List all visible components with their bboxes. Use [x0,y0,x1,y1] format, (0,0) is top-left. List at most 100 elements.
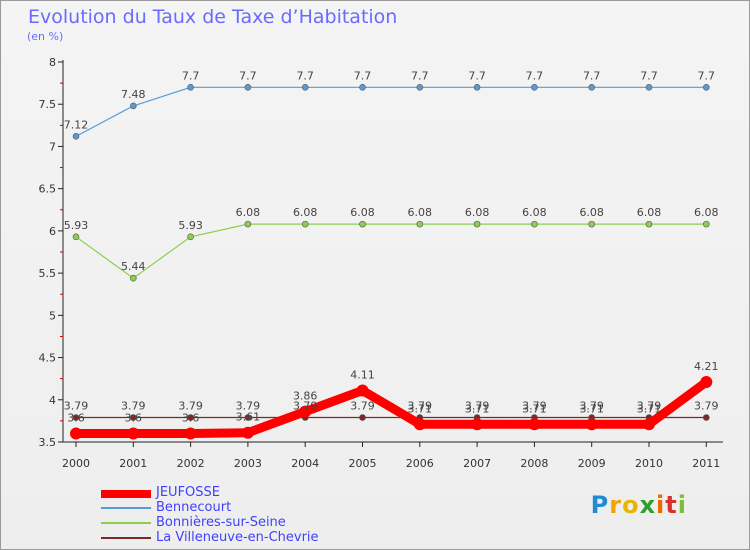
logo-letter: o [622,491,640,519]
data-point [187,84,194,91]
data-label: 3.71 [408,402,433,415]
data-label: 3.71 [522,402,547,415]
data-point [244,414,252,421]
x-tick-label: 2004 [291,457,319,470]
data-label: 3.6 [125,412,143,425]
data-label: 7.7 [526,69,544,82]
data-label: 3.6 [182,412,200,425]
x-tick-label: 2001 [119,457,147,470]
logo-letter: x [639,491,657,519]
data-point [588,220,596,228]
data-point [645,84,653,91]
data-point [473,84,481,91]
data-point [643,418,655,431]
x-tick-label: 2009 [578,457,606,470]
data-label: 7.48 [121,88,146,101]
data-point [187,233,194,241]
data-point [301,84,309,91]
series-line-0 [71,377,711,439]
legend-label: Bennecourt [156,500,232,515]
logo-letter: i [656,491,666,519]
data-label: 3.79 [350,400,375,413]
data-label: 6.08 [350,206,375,219]
data-label: 4.21 [694,360,719,373]
legend-label: Bonnières-sur-Seine [156,515,286,530]
data-label: 3.6 [67,412,85,425]
data-label: 3.79 [408,400,433,413]
data-point [416,84,424,91]
x-tick-label: 2011 [692,457,720,470]
data-point [416,220,424,228]
data-point [531,220,538,228]
data-label: 3.79 [465,400,490,413]
logo-letter: r [609,491,623,519]
data-label: 7.7 [640,69,658,82]
data-label: 3.79 [293,400,318,413]
data-label: 6.08 [236,206,261,219]
data-label: 7.7 [411,69,429,82]
data-label: 7.7 [239,69,257,82]
data-point [645,220,653,228]
logo-letter: t [665,491,678,519]
data-label: 6.08 [522,206,547,219]
y-tick-label: 7 [49,140,56,153]
data-point [356,384,369,397]
data-point [588,84,596,91]
y-tick-label: 4 [49,394,56,407]
line-chart: 3.5 4 4.5 5 5.5 6 6.5 7 7.5 8 2000 2001 2002 2003 2004… [39,56,723,470]
data-label: 7.7 [468,69,486,82]
x-tick-label: 2006 [406,457,434,470]
y-tick-label: 3.5 [39,436,57,449]
data-label: 7.7 [182,69,200,82]
data-label: 7.7 [583,69,601,82]
data-label: 5.44 [121,260,146,273]
legend-label: La Villeneuve-en-Chevrie [156,530,319,545]
legend-swatch [101,507,151,509]
x-tick-label: 2008 [520,457,548,470]
data-point [471,418,484,431]
y-tick-label: 5 [49,309,56,322]
data-point [700,376,713,389]
data-point [585,418,598,431]
y-tick-label: 8 [49,56,56,69]
y-tick-label: 6.5 [39,183,57,196]
data-point [413,418,426,431]
data-point [528,418,541,431]
data-label: 6.08 [408,206,433,219]
x-tick-label: 2003 [234,457,262,470]
data-point [187,414,194,421]
x-tick-label: 2000 [62,457,90,470]
data-point [72,414,80,421]
data-label: 3.79 [121,400,146,413]
logo-letter: i [677,491,687,519]
y-tick-label: 4.5 [39,352,57,365]
data-point [184,427,197,440]
data-point [359,220,366,228]
data-label: 3.71 [465,402,490,415]
data-point [359,84,366,91]
data-point [130,414,137,421]
chart-title: Evolution du Taux de Taxe d’Habitation [28,6,398,28]
data-point [130,102,137,110]
data-point [702,220,710,228]
data-label: 4.11 [350,368,375,381]
data-label: 7.7 [354,69,372,82]
data-point [70,427,82,440]
y-tick-label: 7.5 [39,98,57,111]
data-label: 3.79 [579,400,604,413]
data-label: 3.61 [236,411,261,424]
data-label: 3.79 [178,400,203,413]
data-point [702,84,710,91]
data-point [299,405,312,418]
x-tick-label: 2007 [463,457,491,470]
data-point [473,220,481,228]
data-point [72,233,80,241]
legend-swatch [101,522,151,524]
data-point [127,427,140,440]
series-line-2 [75,223,707,279]
data-label: 3.71 [579,402,604,415]
data-label: 7.12 [64,118,89,131]
data-label: 7.7 [698,69,716,82]
x-tick-label: 2002 [177,457,205,470]
